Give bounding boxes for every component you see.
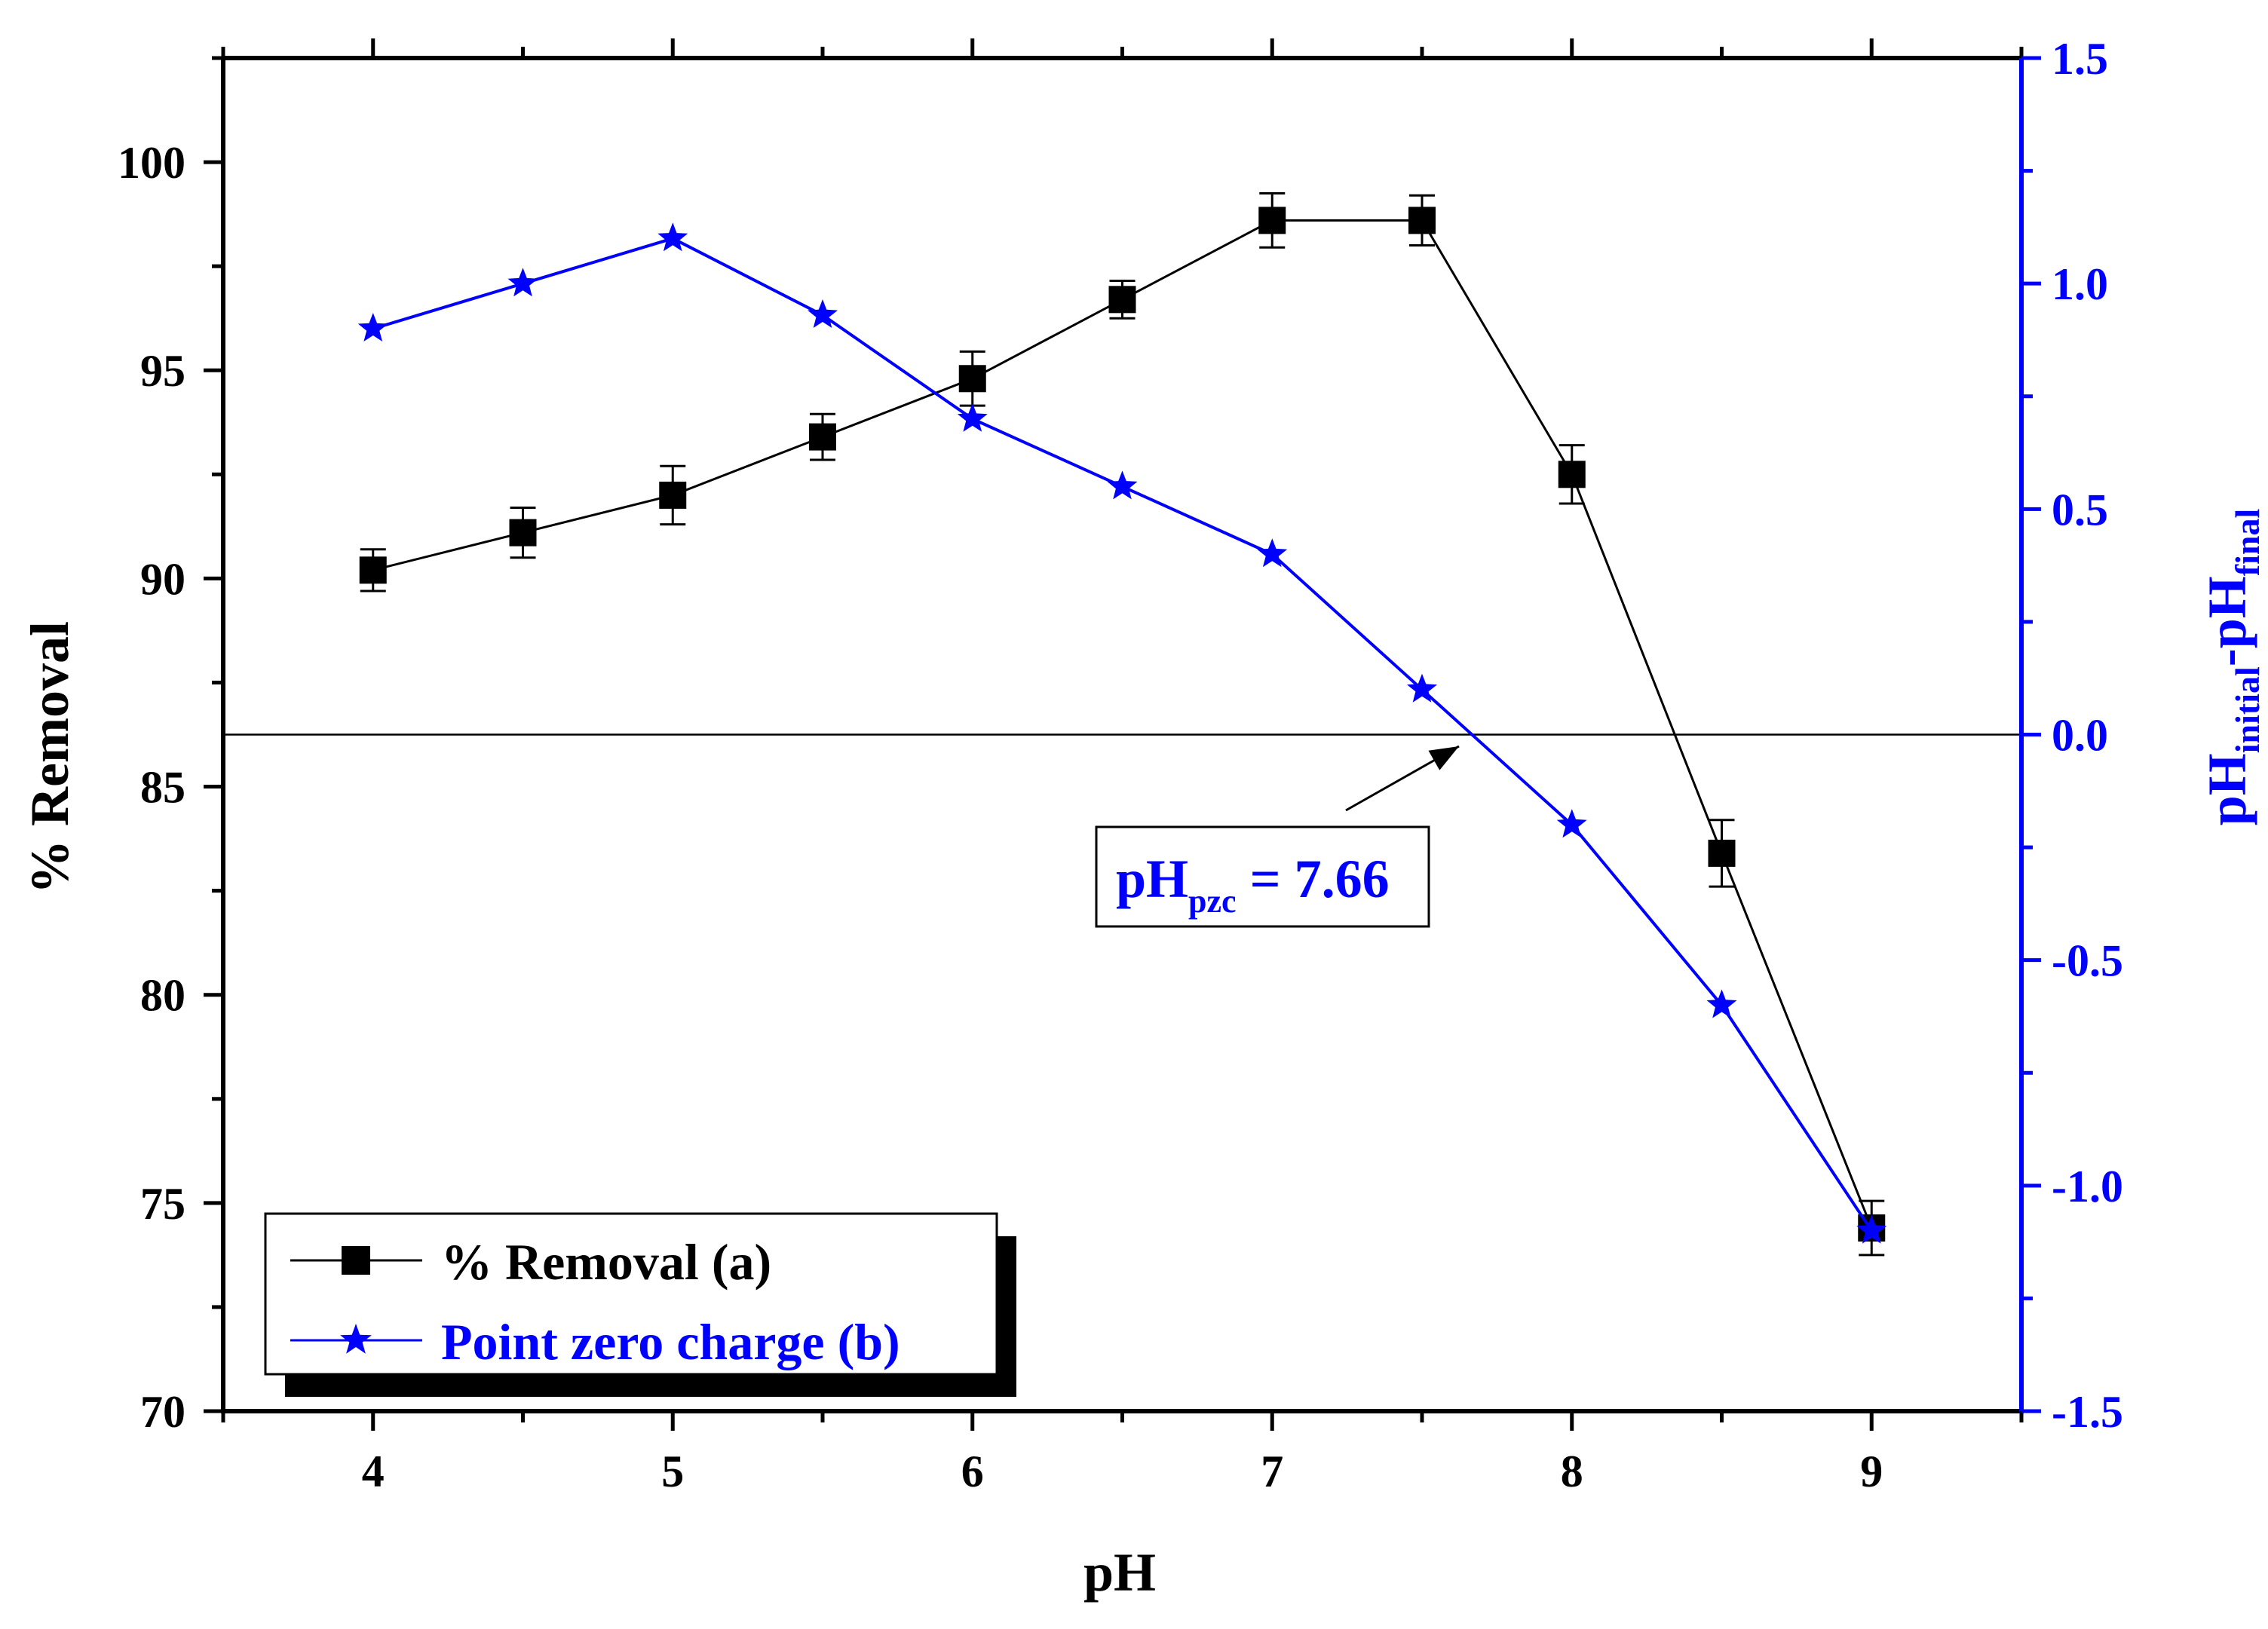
x-tick-label: 8 (1561, 1447, 1583, 1496)
point-removal (1108, 286, 1136, 314)
y-left-tick-label: 100 (118, 138, 185, 188)
x-tick-label: 5 (661, 1447, 684, 1496)
point-removal (958, 365, 986, 393)
point-removal (1408, 207, 1436, 234)
y-right-tick-label: -1.0 (2052, 1162, 2123, 1211)
line-removal (372, 219, 1873, 1229)
series-pzc (357, 222, 1887, 1244)
y-right-tick-label: 0.0 (2052, 711, 2108, 761)
point-pzc (1556, 809, 1587, 838)
point-pzc (1706, 989, 1737, 1018)
annotation-arrowhead (1428, 746, 1459, 770)
point-pzc (1257, 538, 1288, 568)
legend-marker-square (342, 1246, 370, 1275)
y-right-tick-label: 1.5 (2052, 34, 2108, 84)
point-pzc (1407, 673, 1437, 703)
x-tick-label: 4 (362, 1447, 385, 1496)
point-removal (659, 481, 687, 509)
point-removal (1708, 839, 1736, 867)
y-left-tick-label: 95 (140, 346, 185, 396)
point-removal (359, 556, 387, 584)
point-pzc (357, 313, 388, 341)
annotation-main: pH (1116, 849, 1188, 909)
point-removal (509, 519, 537, 547)
y-right-axis-label: pHinitial-pHfinal (2197, 509, 2266, 826)
point-removal (1558, 461, 1586, 488)
y-right-tick-label: -1.5 (2052, 1387, 2123, 1437)
legend-label-removal: % Removal (a) (441, 1233, 771, 1291)
y-left-tick-label: 75 (140, 1179, 185, 1229)
y-left-tick-label: 70 (140, 1387, 185, 1437)
x-tick-label: 9 (1860, 1447, 1883, 1496)
y-right-label-sub2: final (2228, 509, 2266, 576)
y-left-tick-label: 90 (140, 554, 185, 604)
y-left-tick-label: 85 (140, 763, 185, 813)
y-right-label-main: pH (2197, 753, 2257, 825)
point-pzc (957, 403, 988, 432)
y-right-tick-label: -0.5 (2052, 936, 2123, 986)
annotation-rest: = 7.66 (1237, 849, 1390, 909)
annotation-box (1095, 825, 1430, 928)
point-pzc (1107, 470, 1138, 500)
series-removal (359, 192, 1886, 1257)
legend-marker-star (340, 1324, 372, 1354)
point-pzc (507, 268, 538, 297)
legend: % Removal (a) Point zero charge (b) (264, 1212, 1016, 1397)
y-right-label-mid: -pH (2197, 576, 2257, 666)
annotation-sub: pzc (1188, 883, 1237, 920)
y-left-axis-label: % Removal (20, 621, 80, 894)
annotation-text: pHpzc = 7.66 (1116, 849, 1390, 920)
x-tick-label: 6 (961, 1447, 984, 1496)
point-removal (1258, 207, 1286, 234)
x-tick-label: 7 (1261, 1447, 1283, 1496)
legend-label-pzc: Point zero charge (b) (441, 1313, 900, 1370)
y-left-tick-label: 80 (140, 971, 185, 1021)
y-right-label-sub1: initial (2228, 666, 2266, 753)
point-pzc (657, 222, 688, 252)
y-right-tick-label: 1.0 (2052, 259, 2108, 309)
legend-box (264, 1212, 998, 1376)
y-right-tick-label: 0.5 (2052, 485, 2108, 534)
axis-ticks: 4 5 6 7 8 9 70 75 80 85 90 95 100 -1.5 -1.0 -0.5 0.0 0.5 1… (118, 34, 2123, 1496)
point-pzc (1856, 1214, 1887, 1244)
point-pzc (808, 299, 838, 328)
x-axis-label: pH (1083, 1542, 1156, 1603)
point-removal (809, 423, 836, 451)
